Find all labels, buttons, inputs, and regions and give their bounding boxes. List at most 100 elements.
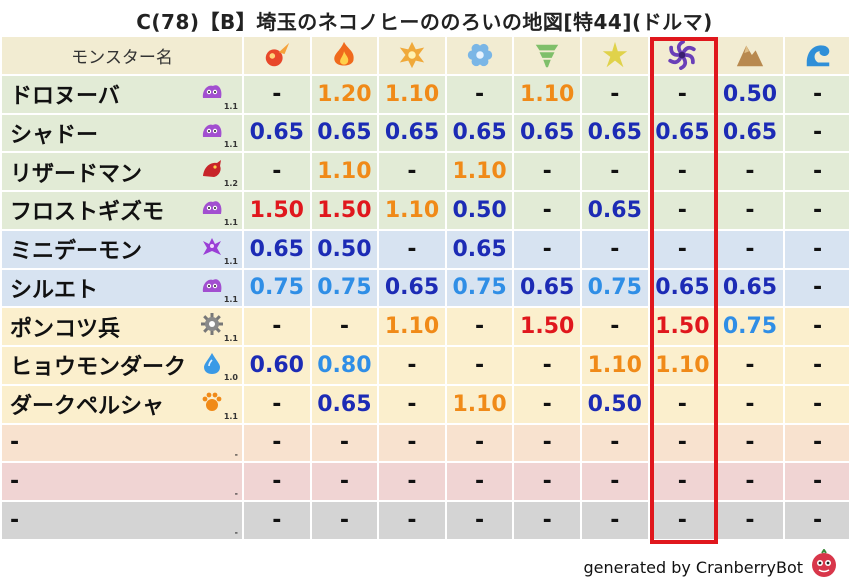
resistance-value: 0.65 [649, 114, 718, 154]
monster-name-cell: ドロヌーバ 1.1 [2, 75, 244, 115]
resistance-table: モンスター名 ドロヌーバ 1.1-1.20 1.10-1.10- -0.50- シャドー 1… [2, 37, 849, 541]
resistance-value: - [514, 424, 582, 464]
resistance-value: - [514, 463, 582, 502]
resistance-value: 0.50 [581, 385, 650, 425]
resistance-value: 0.75 [244, 269, 312, 309]
resistance-value: - [784, 308, 849, 347]
resistance-value: 0.75 [717, 308, 785, 347]
resistance-value: 0.75 [311, 269, 380, 309]
resistance-value: - [244, 385, 312, 425]
monster-level: 1.2 [223, 179, 238, 188]
demon-icon [200, 235, 224, 259]
monster-name-cell: -- [2, 502, 244, 541]
resistance-value: - [784, 269, 849, 309]
resistance-value: - [446, 463, 515, 502]
resistance-value: 0.65 [514, 269, 582, 309]
resistance-value: - [784, 230, 849, 270]
monster-name-cell: フロストギズモ 1.1 [2, 192, 244, 231]
slime-monster-icon [200, 80, 224, 104]
column-header-element [446, 37, 515, 76]
monster-level: 1.1 [223, 295, 238, 305]
resistance-value: - [784, 153, 849, 192]
resistance-value: - [717, 385, 785, 425]
resistance-value: - [717, 424, 785, 464]
resistance-value: - [581, 463, 650, 502]
resistance-value: - [379, 347, 447, 386]
resistance-value: 1.50 [311, 192, 380, 231]
resistance-value: - [784, 424, 849, 464]
fire-ball-icon [261, 39, 293, 71]
resistance-value: - [784, 463, 849, 502]
ice-flower-icon [464, 39, 496, 71]
monster-name: ヒョウモンダーク [10, 355, 187, 381]
resistance-value: 0.65 [379, 114, 447, 154]
monster-name: - [10, 507, 20, 533]
column-header-element [311, 37, 380, 76]
resistance-value: - [244, 502, 312, 541]
monster-level: - [234, 489, 238, 498]
monster-level: - [234, 527, 238, 537]
column-header-element [717, 37, 785, 76]
monster-name-cell: ヒョウモンダーク 1.0 [2, 347, 244, 386]
resistance-value: 0.75 [581, 269, 650, 309]
column-header-element [649, 37, 718, 76]
monster-name-cell: シャドー 1.1 [2, 114, 244, 154]
resistance-value: 1.10 [446, 153, 515, 192]
resistance-value: - [379, 385, 447, 425]
water-wave-icon [802, 39, 834, 71]
resistance-value: 0.65 [446, 230, 515, 270]
resistance-value: 0.65 [311, 114, 380, 154]
resistance-value: - [379, 424, 447, 464]
beast-paw-icon [200, 390, 224, 414]
resistance-value: - [379, 230, 447, 270]
resistance-value: - [446, 502, 515, 541]
resistance-value: - [514, 502, 582, 541]
monster-name: シルエト [10, 277, 99, 303]
resistance-value: - [717, 463, 785, 502]
resistance-value: 0.65 [244, 114, 312, 154]
resistance-value: 1.50 [514, 308, 582, 347]
resistance-value: 0.65 [581, 192, 650, 231]
resistance-value: - [784, 75, 849, 115]
lightning-icon [599, 39, 631, 71]
monster-level: 1.0 [223, 372, 238, 382]
resistance-value: - [311, 308, 380, 347]
monster-name: ドロヌーバ [10, 84, 120, 110]
column-header-element [581, 37, 650, 76]
resistance-value: 0.50 [717, 75, 785, 115]
resistance-value: - [379, 153, 447, 192]
resistance-value: 0.50 [311, 230, 380, 270]
resistance-value: - [649, 230, 718, 270]
monster-name: ダークペルシャ [10, 394, 165, 420]
monster-name-cell: ミニデーモン 1.1 [2, 230, 244, 270]
resistance-value: - [446, 308, 515, 347]
water-drop-icon [200, 351, 224, 375]
column-header-element [784, 37, 849, 76]
resistance-value: 1.50 [244, 192, 312, 231]
monster-name-cell: ポンコツ兵 1.1 [2, 308, 244, 347]
cranberry-mascot-icon [809, 548, 839, 579]
resistance-value: - [581, 153, 650, 192]
resistance-value: - [514, 347, 582, 386]
resistance-value: - [581, 308, 650, 347]
resistance-value: - [649, 424, 718, 464]
resistance-value: - [379, 463, 447, 502]
resistance-value: - [446, 75, 515, 115]
resistance-value: 0.65 [717, 114, 785, 154]
resistance-value: 1.10 [379, 308, 447, 347]
resistance-value: - [649, 153, 718, 192]
resistance-value: - [649, 385, 718, 425]
resistance-value: - [649, 75, 718, 115]
resistance-value: - [784, 192, 849, 231]
resistance-value: 0.65 [514, 114, 582, 154]
resistance-value: 0.65 [446, 114, 515, 154]
resistance-value: - [649, 463, 718, 502]
resistance-value: 0.65 [244, 230, 312, 270]
monster-level: 1.1 [223, 140, 238, 150]
resistance-value: - [244, 463, 312, 502]
monster-name-cell: リザードマン 1.2 [2, 153, 244, 192]
monster-name: - [10, 469, 20, 495]
resistance-value: - [717, 153, 785, 192]
monster-name: フロストギズモ [10, 200, 165, 226]
resistance-value: - [784, 347, 849, 386]
